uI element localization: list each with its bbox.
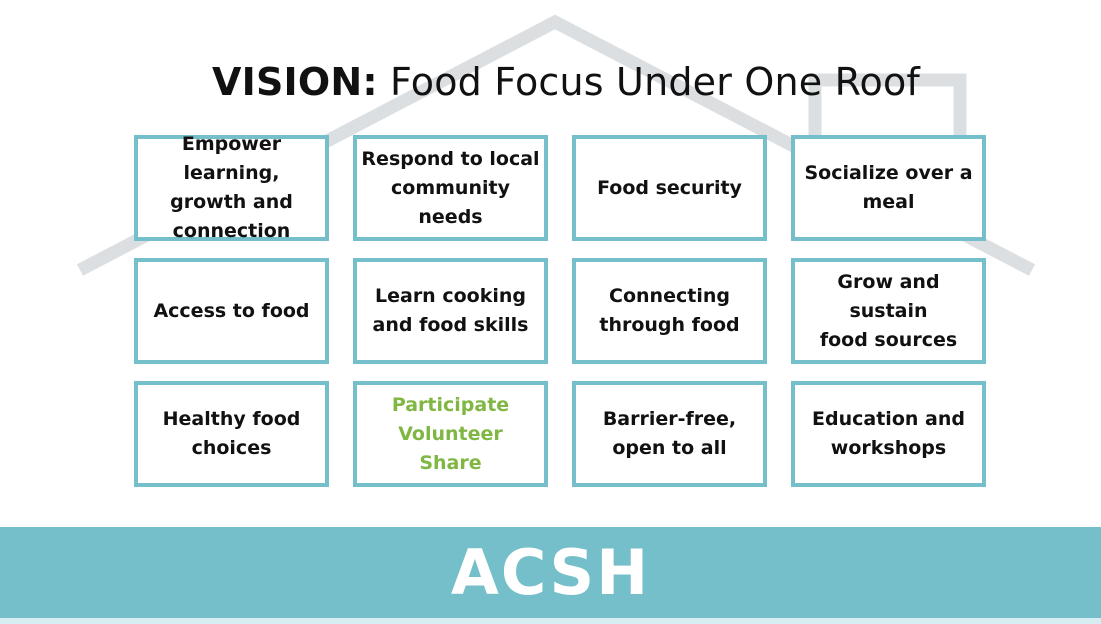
pillar-box: Education and workshops	[791, 381, 986, 487]
pillar-box: Barrier-free, open to all	[572, 381, 767, 487]
pillar-box: Food security	[572, 135, 767, 241]
pillar-label: Respond to local community needs	[361, 147, 540, 228]
pillar-label: Access to food	[153, 299, 310, 322]
pillar-box: Learn cooking and food skills	[353, 258, 548, 364]
vision-title: VISION: Food Focus Under One Roof	[0, 60, 1101, 104]
bottom-divider	[0, 618, 1101, 624]
banner-label: ACSH	[450, 536, 651, 609]
pillar-label: Education and workshops	[812, 408, 965, 459]
pillar-label-highlight: Participate Volunteer Share	[391, 393, 510, 474]
pillar-box: Empower learning, growth and connection	[134, 133, 329, 242]
pillar-box: Respond to local community needs	[353, 135, 548, 241]
pillar-label: Learn cooking and food skills	[372, 285, 529, 336]
pillar-label: Grow and sustain food sources	[819, 270, 958, 351]
vision-statement: Food Focus Under One Roof	[390, 60, 920, 104]
pillar-label: Connecting through food	[599, 285, 740, 336]
pillar-box: Socialize over a meal	[791, 135, 986, 241]
pillar-box: Connecting through food	[572, 258, 767, 364]
foundation-banner: ACSH	[0, 527, 1101, 618]
vision-label: VISION:	[212, 60, 378, 104]
pillar-label: Food security	[597, 176, 742, 199]
pillar-label: Empower learning, growth and connection	[170, 133, 293, 242]
pillar-box: Access to food	[134, 258, 329, 364]
pillar-box: Healthy food choices	[134, 381, 329, 487]
pillar-grid: Empower learning, growth and connection …	[134, 133, 986, 487]
pillar-box-highlight: Participate Volunteer Share	[353, 381, 548, 487]
pillar-label: Socialize over a meal	[804, 162, 973, 213]
pillar-label: Healthy food choices	[162, 408, 301, 459]
pillar-label: Barrier-free, open to all	[602, 408, 737, 459]
pillar-box: Grow and sustain food sources	[791, 258, 986, 364]
